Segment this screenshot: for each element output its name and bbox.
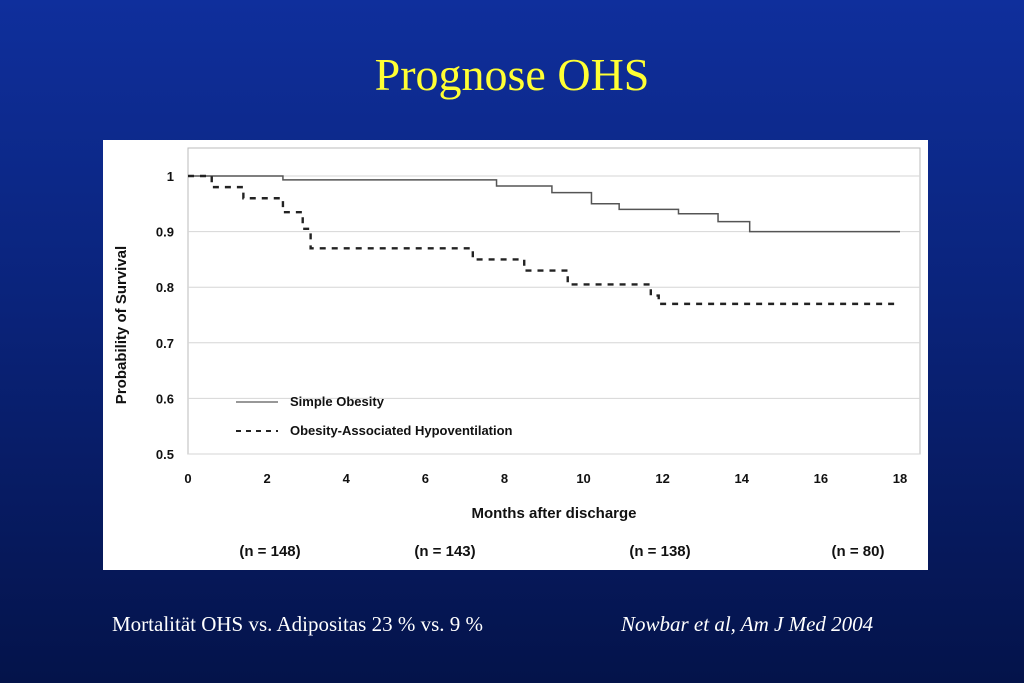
y-tick-label: 0.9 (156, 225, 174, 240)
legend-label: Simple Obesity (290, 394, 385, 409)
survival-curve (188, 174, 900, 306)
x-tick-label: 2 (263, 471, 270, 486)
x-tick-label: 8 (501, 471, 508, 486)
x-tick-label: 6 (422, 471, 429, 486)
x-tick-label: 4 (343, 471, 351, 486)
y-tick-label: 1 (167, 169, 174, 184)
x-tick-label: 0 (184, 471, 191, 486)
x-tick-label: 16 (814, 471, 828, 486)
at-risk-label: (n = 80) (832, 543, 885, 560)
x-axis-label: Months after discharge (471, 505, 636, 522)
slide-title: Prognose OHS (374, 49, 650, 100)
at-risk-label: (n = 138) (629, 543, 690, 560)
y-tick-label: 0.5 (156, 447, 174, 462)
survival-chart-panel: 0.5 0.6 0.7 0.8 0.9 1 0 2 4 6 8 10 12 14 16 18 Months af… (103, 140, 928, 570)
at-risk-label: (n = 148) (239, 543, 300, 560)
x-tick-label: 12 (655, 471, 669, 486)
y-tick-label: 0.8 (156, 280, 174, 295)
y-tick-label: 0.7 (156, 336, 174, 351)
y-axis-label: Probability of Survival (113, 246, 130, 404)
x-tick-label: 14 (735, 471, 750, 486)
at-risk-label: (n = 143) (414, 543, 475, 560)
x-tick-label: 10 (576, 471, 590, 486)
x-tick-label: 18 (893, 471, 907, 486)
citation-caption: Nowbar et al, Am J Med 2004 (621, 612, 874, 636)
survival-curve (188, 175, 900, 233)
y-tick-label: 0.6 (156, 391, 174, 406)
legend-label: Obesity-Associated Hypoventilation (290, 423, 513, 438)
mortality-caption: Mortalität OHS vs. Adipositas 23 % vs. 9… (112, 612, 483, 636)
